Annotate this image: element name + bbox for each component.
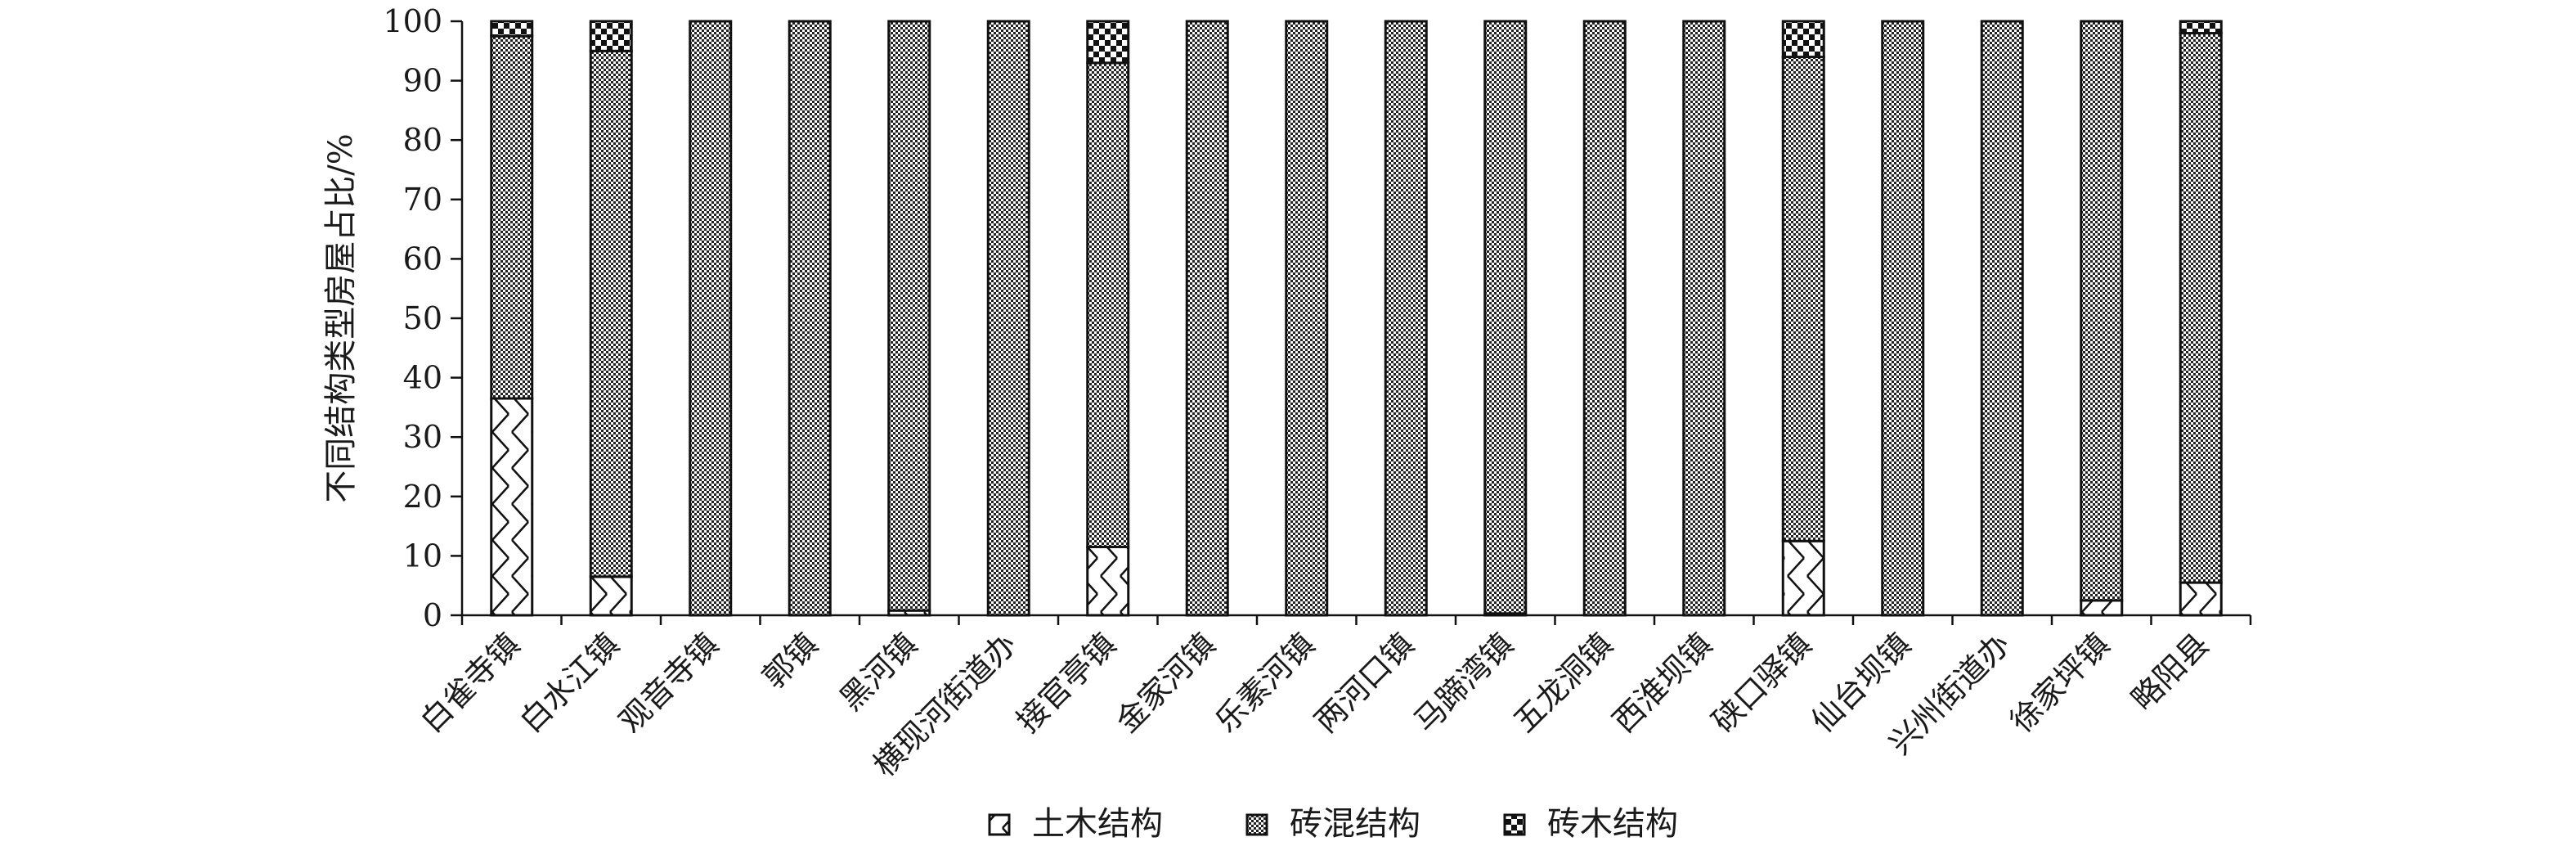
y-tick-label: 60 (403, 241, 442, 277)
x-tick-label: 接官亭镇 (1010, 626, 1124, 740)
legend-label: 砖混结构 (1290, 805, 1420, 843)
legend: 土木结构 砖混结构 砖木结构 (988, 805, 1678, 843)
y-tick-label: 0 (423, 597, 442, 633)
bar-segment-dense-checker (1086, 61, 1130, 549)
x-tick-label: 徐家坪镇 (2004, 626, 2117, 740)
bar-segment-coarse-checker (1086, 20, 1130, 65)
y-tick-label: 50 (403, 300, 442, 336)
x-tick-label: 硖口驿镇 (1705, 626, 1819, 740)
bar-segment-hatch (1086, 546, 1130, 617)
legend-label: 砖木结构 (1547, 805, 1678, 843)
y-tick-label: 20 (403, 479, 442, 515)
y-tick-label: 80 (403, 122, 442, 158)
bar-segment-dense-checker (2080, 20, 2124, 602)
bar-segment-hatch (2080, 599, 2124, 617)
bar-segment-coarse-checker (490, 20, 534, 38)
bar-segment-dense-checker (887, 20, 931, 612)
x-tick-label: 白雀寺镇 (414, 626, 527, 740)
x-tick-label: 黑河镇 (832, 626, 924, 718)
bar-segment-dense-checker (986, 20, 1030, 617)
legend-swatch (988, 813, 1011, 836)
bar-segment-dense-checker (490, 34, 534, 400)
bar-segment-dense-checker (1682, 20, 1726, 617)
y-tick-label: 30 (403, 419, 442, 455)
bar-series (490, 20, 2223, 617)
x-tick-label: 五龙洞镇 (1506, 626, 1620, 740)
bar-segment-coarse-checker (589, 20, 633, 52)
bar-segment-hatch (1781, 539, 1825, 617)
x-tick-label: 观音寺镇 (613, 626, 726, 740)
y-tick-label: 100 (383, 3, 442, 39)
bar-segment-hatch (2179, 581, 2223, 617)
bar-segment-dense-checker (1582, 20, 1627, 617)
y-axis-title: 不同结构类型房屋占比/% (322, 133, 360, 502)
y-tick-label: 70 (403, 182, 442, 218)
legend-swatch (1245, 813, 1268, 836)
bar-segment-dense-checker (589, 49, 633, 578)
bar-segment-dense-checker (1781, 56, 1825, 542)
x-tick-label: 白水江镇 (513, 626, 626, 740)
bar-segment-dense-checker (1384, 20, 1428, 617)
bar-segment-dense-checker (1483, 20, 1528, 615)
x-tick-label: 乐素河镇 (1209, 626, 1322, 740)
legend-label: 土木结构 (1032, 805, 1163, 843)
x-tick-label: 两河口镇 (1308, 626, 1421, 740)
y-tick-label: 90 (403, 63, 442, 99)
bar-segment-coarse-checker (2179, 20, 2223, 35)
y-axis-ticks: 0 10 20 30 40 50 60 70 80 90 100 (383, 3, 462, 633)
bar-segment-dense-checker (1980, 20, 2024, 617)
legend-swatch (1503, 813, 1526, 836)
bar-segment-hatch (490, 397, 534, 617)
y-tick-label: 40 (403, 360, 442, 396)
bar-segment-dense-checker (788, 20, 832, 617)
bar-segment-dense-checker (1185, 20, 1229, 617)
y-tick-label: 10 (403, 538, 442, 574)
x-tick-label: 郭镇 (756, 626, 825, 695)
bar-segment-dense-checker (2179, 32, 2223, 584)
bar-segment-dense-checker (1881, 20, 1925, 617)
x-tick-label: 略阳县 (2125, 626, 2216, 718)
bar-segment-dense-checker (689, 20, 733, 617)
bar-segment-coarse-checker (1781, 20, 1825, 59)
bar-segment-hatch (589, 575, 633, 617)
bar-segment-dense-checker (1285, 20, 1329, 617)
x-tick-label: 马蹄湾镇 (1407, 626, 1521, 740)
x-tick-label: 金家河镇 (1109, 626, 1223, 740)
x-tick-label: 西淮坝镇 (1606, 626, 1720, 740)
